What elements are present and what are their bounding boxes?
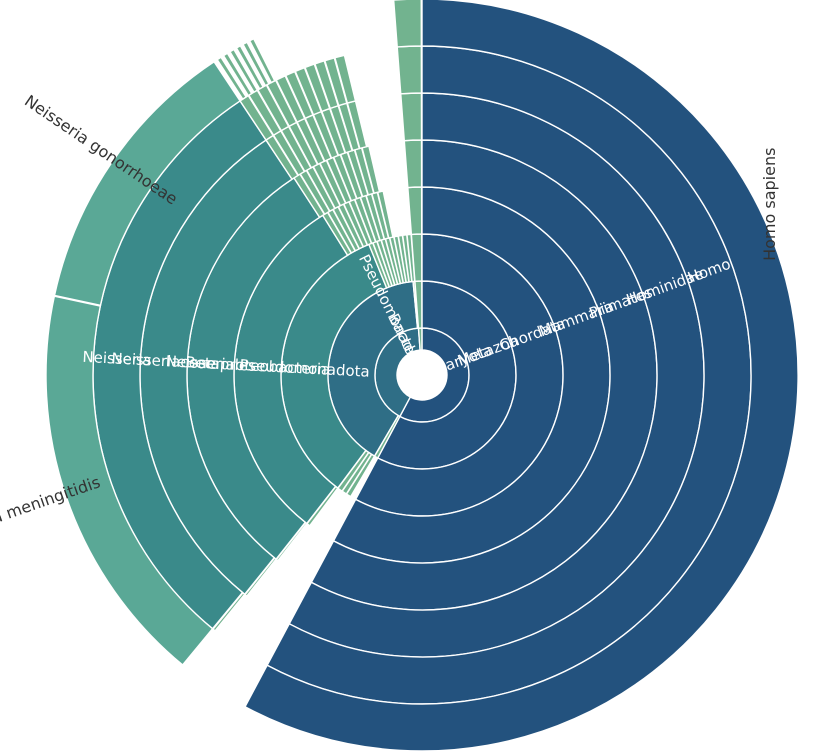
- wedge-minor-taxon[interactable]: [337, 449, 370, 493]
- wedge-other[interactable]: [407, 186, 423, 236]
- wedge-minor-taxon[interactable]: [373, 414, 401, 459]
- label-homo-sapiens: Homo sapiens: [760, 148, 779, 261]
- wedge-minor-taxon[interactable]: [244, 557, 278, 598]
- label-neisseriaceae: Neisseriaceae: [111, 349, 217, 372]
- wedge-neisseria-meningitidis[interactable]: [45, 295, 214, 666]
- wedge-minor-species[interactable]: [242, 41, 270, 87]
- label-neisseriales: Neisseriales: [165, 352, 256, 375]
- wedge-other[interactable]: [392, 0, 423, 48]
- wedge-other[interactable]: [396, 45, 423, 95]
- wedge-other[interactable]: [400, 92, 423, 142]
- sunburst-wedges: [45, 0, 799, 752]
- wedge-minor-taxon[interactable]: [212, 591, 246, 632]
- wedge-neisseria-gonorrhoeae[interactable]: [53, 60, 242, 307]
- wedge-minor-species[interactable]: [216, 56, 248, 101]
- wedge-minor-taxon[interactable]: [306, 485, 339, 527]
- wedge-minor-taxon[interactable]: [275, 521, 308, 562]
- wedge-minor-species[interactable]: [228, 48, 259, 94]
- wedge-homo-sapiens[interactable]: [244, 0, 799, 752]
- wedge-minor-species[interactable]: [248, 37, 276, 84]
- wedge-minor-species[interactable]: [222, 52, 253, 97]
- wedge-minor-taxon[interactable]: [334, 54, 357, 104]
- wedge-other[interactable]: [403, 139, 423, 189]
- label-neisseria: Neisseria: [82, 348, 152, 370]
- wedge-minor-species[interactable]: [235, 44, 265, 90]
